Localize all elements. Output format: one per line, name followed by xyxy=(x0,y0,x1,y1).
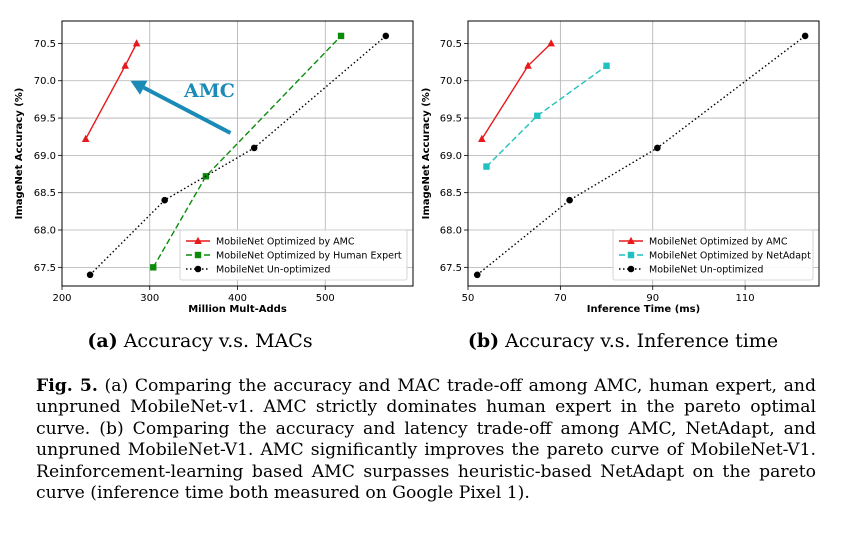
chart-b-xaxis-title: Inference Time (ms) xyxy=(587,304,700,315)
chart-b-series-2-point-0 xyxy=(473,271,481,279)
chart-a-legend-label-2: MobileNet Un-optimized xyxy=(216,265,330,276)
chart-a-ytick-label-3: 69.0 xyxy=(34,151,56,162)
subcaption-a-label: (a) xyxy=(87,330,117,352)
chart-b-legend-marker-1 xyxy=(627,251,635,259)
chart-b-legend-label-1: MobileNet Optimized by NetAdapt xyxy=(649,251,811,262)
chart-a-legend-label-1: MobileNet Optimized by Human Expert xyxy=(216,251,402,262)
chart-b-ytick-label-6: 70.5 xyxy=(440,39,462,50)
chart-b-series-2-point-3 xyxy=(801,32,809,40)
chart-b: 50 70 90 110 67.5 68.0 68.5 69.0 69.5 70.0 70.5 Inf… xyxy=(421,20,820,315)
chart-b-ytick-label-0: 67.5 xyxy=(440,263,462,274)
chart-a-ytick-label-2: 68.5 xyxy=(34,188,56,199)
chart-a-series-0-point-0 xyxy=(81,134,90,142)
subcaption-a: (a) Accuracy v.s. MACs xyxy=(87,330,312,352)
chart-b-xtick-label-3: 110 xyxy=(736,293,755,304)
subcaption-b-text: Accuracy v.s. Inference time xyxy=(504,330,778,352)
chart-a-ytick-label-5: 70.0 xyxy=(34,76,56,87)
chart-a-legend-marker-1 xyxy=(194,251,202,259)
figure-caption: Fig. 5. (a) Comparing the accuracy and M… xyxy=(36,376,816,504)
chart-b-ytick-label-5: 70.0 xyxy=(440,76,462,87)
chart-a-legend xyxy=(179,229,408,281)
chart-b-legend xyxy=(612,229,814,281)
chart-b-legend-marker-2 xyxy=(627,265,635,273)
chart-a-series-1-line xyxy=(152,35,342,268)
chart-b-series-1-point-0 xyxy=(483,163,490,170)
chart-a-annotation-label: AMC xyxy=(183,80,235,102)
chart-a-series-2-point-2 xyxy=(250,144,258,152)
chart-a-xtick-label-0: 200 xyxy=(52,293,71,304)
chart-a-series-0-line xyxy=(85,43,138,140)
chart-a-yaxis-title: ImageNet Accuracy (%) xyxy=(14,88,25,220)
subcaption-a-text: Accuracy v.s. MACs xyxy=(123,330,313,352)
chart-a-series-2-point-3 xyxy=(382,32,390,40)
chart-a-xtick-label-2: 400 xyxy=(228,293,247,304)
chart-a-xtick-label-3: 500 xyxy=(316,293,335,304)
chart-b-legend-label-2: MobileNet Un-optimized xyxy=(649,265,763,276)
chart-b-series-0-point-2 xyxy=(547,39,555,47)
chart-b-series-1-point-2 xyxy=(603,62,610,69)
chart-a-series-0-point-2 xyxy=(132,39,141,47)
caption-text: (a) Comparing the accuracy and MAC trade… xyxy=(36,376,816,504)
chart-b-series-0-point-0 xyxy=(478,134,486,142)
chart-b-yaxis-title: ImageNet Accuracy (%) xyxy=(421,88,432,220)
chart-a-xaxis-title: Million Mult-Adds xyxy=(188,304,287,315)
chart-a-ytick-label-4: 69.5 xyxy=(34,114,56,125)
chart-a-ytick-label-1: 68.0 xyxy=(34,226,56,237)
chart-a: 200 300 400 500 67.5 68.0 68.5 69.0 69.5 70.0 70.5… xyxy=(14,20,414,315)
chart-b-ytick-label-2: 68.5 xyxy=(440,188,462,199)
chart-a-annotation-arrow-head xyxy=(130,80,148,95)
chart-b-ytick-label-3: 69.0 xyxy=(440,151,462,162)
chart-b-series-0-point-1 xyxy=(524,61,532,69)
chart-a-ytick-label-0: 67.5 xyxy=(34,263,56,274)
chart-a-ytick-label-6: 70.5 xyxy=(34,39,56,50)
chart-b-series-2-point-2 xyxy=(654,144,661,152)
chart-a-legend-marker-2 xyxy=(194,265,202,273)
chart-b-series-0-line xyxy=(481,42,552,140)
caption-label: Fig. 5. xyxy=(36,376,98,396)
chart-a-series-2-line xyxy=(89,35,387,276)
chart-b-xtick-label-1: 70 xyxy=(554,293,567,304)
chart-b-series-1-line xyxy=(485,65,607,168)
chart-a-annotation-arrow-shaft xyxy=(142,85,232,135)
chart-b-ytick-label-1: 68.0 xyxy=(440,226,462,237)
chart-a-series-2-point-1 xyxy=(161,196,168,204)
chart-b-xtick-label-2: 90 xyxy=(646,293,659,304)
chart-b-ytick-label-4: 69.5 xyxy=(440,114,462,125)
chart-b-series-1-point-1 xyxy=(534,112,541,120)
chart-b-plot-frame xyxy=(467,20,820,287)
subcaption-b-label: (b) xyxy=(468,330,499,352)
chart-b-xtick-label-0: 50 xyxy=(462,293,475,304)
chart-b-legend-marker-0 xyxy=(627,236,635,244)
chart-a-xtick-label-1: 300 xyxy=(140,293,159,304)
chart-b-series-2-point-1 xyxy=(566,196,573,204)
subcaption-b: (b) Accuracy v.s. Inference time xyxy=(468,330,778,352)
chart-a-series-2-point-0 xyxy=(86,271,94,279)
chart-a-legend-label-0: MobileNet Optimized by AMC xyxy=(216,237,355,248)
chart-b-legend-label-0: MobileNet Optimized by AMC xyxy=(649,237,788,248)
chart-a-series-1-point-2 xyxy=(337,32,345,40)
chart-a-legend-marker-0 xyxy=(194,236,202,244)
chart-a-series-1-point-0 xyxy=(150,264,157,271)
chart-a-series-0-point-1 xyxy=(121,61,129,69)
